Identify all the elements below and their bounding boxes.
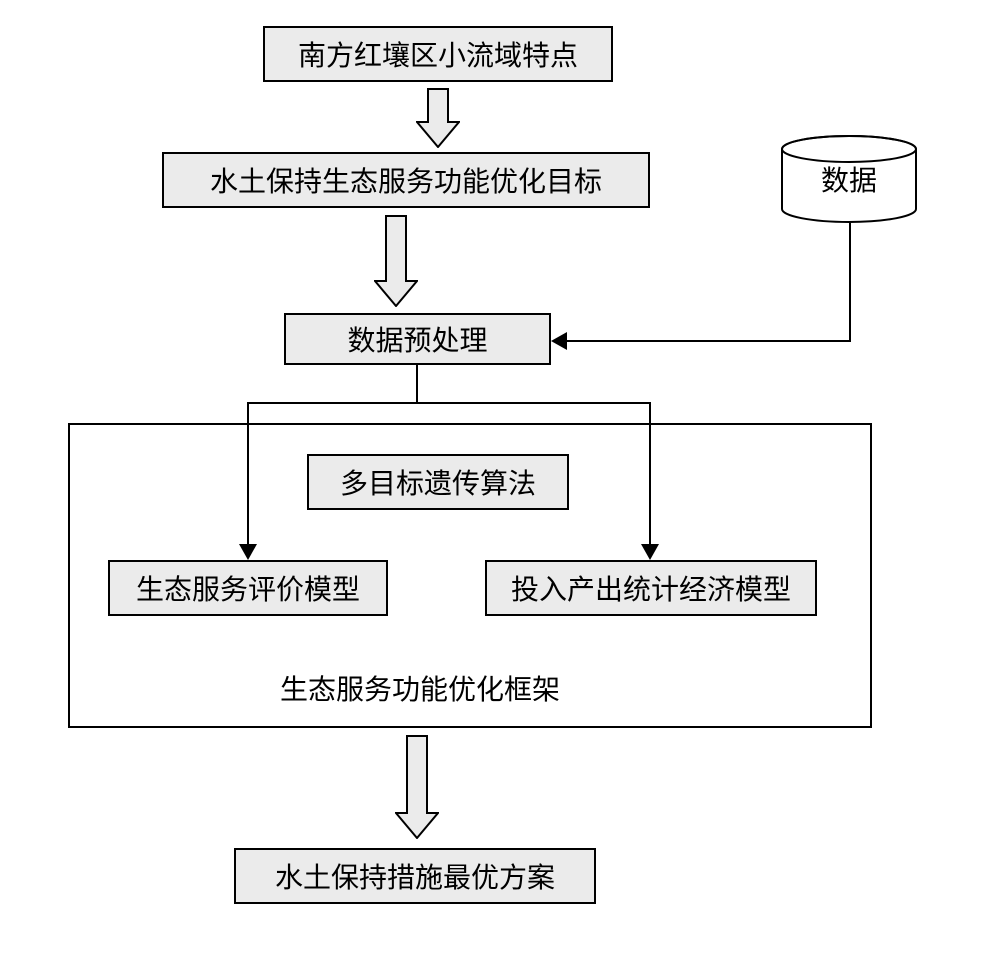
container-label: 生态服务功能优化框架: [280, 668, 560, 708]
node-watershed-characteristics: 南方红壤区小流域特点: [263, 26, 613, 82]
node-label: 南方红壤区小流域特点: [298, 34, 578, 74]
node-optimal-plan: 水土保持措施最优方案: [234, 848, 596, 904]
node-label: 水土保持生态服务功能优化目标: [210, 160, 602, 200]
node-genetic-algorithm: 多目标遗传算法: [307, 454, 569, 510]
node-preprocessing: 数据预处理: [284, 313, 551, 365]
node-io-economic-model: 投入产出统计经济模型: [485, 560, 817, 616]
connector-line: [849, 223, 851, 340]
node-eco-service-model: 生态服务评价模型: [108, 560, 388, 616]
connector-line: [567, 340, 851, 342]
arrow-container-n7: [395, 735, 439, 839]
connector-line: [649, 402, 651, 544]
arrow-n2-n3: [374, 215, 418, 307]
node-label: 数据预处理: [347, 319, 487, 359]
arrowhead-icon: [551, 332, 567, 350]
node-database: 数据: [780, 135, 918, 223]
connector-line: [416, 365, 418, 402]
connector-line: [247, 402, 649, 404]
node-label: 投入产出统计经济模型: [511, 568, 791, 608]
database-label: 数据: [821, 159, 877, 199]
arrowhead-icon: [239, 544, 257, 560]
connector-line: [247, 402, 249, 544]
node-label: 生态服务评价模型: [136, 568, 360, 608]
node-optimization-target: 水土保持生态服务功能优化目标: [162, 152, 650, 208]
node-label: 水土保持措施最优方案: [275, 856, 555, 896]
node-label: 多目标遗传算法: [340, 462, 536, 502]
arrowhead-icon: [641, 544, 659, 560]
arrow-n1-n2: [416, 88, 460, 148]
